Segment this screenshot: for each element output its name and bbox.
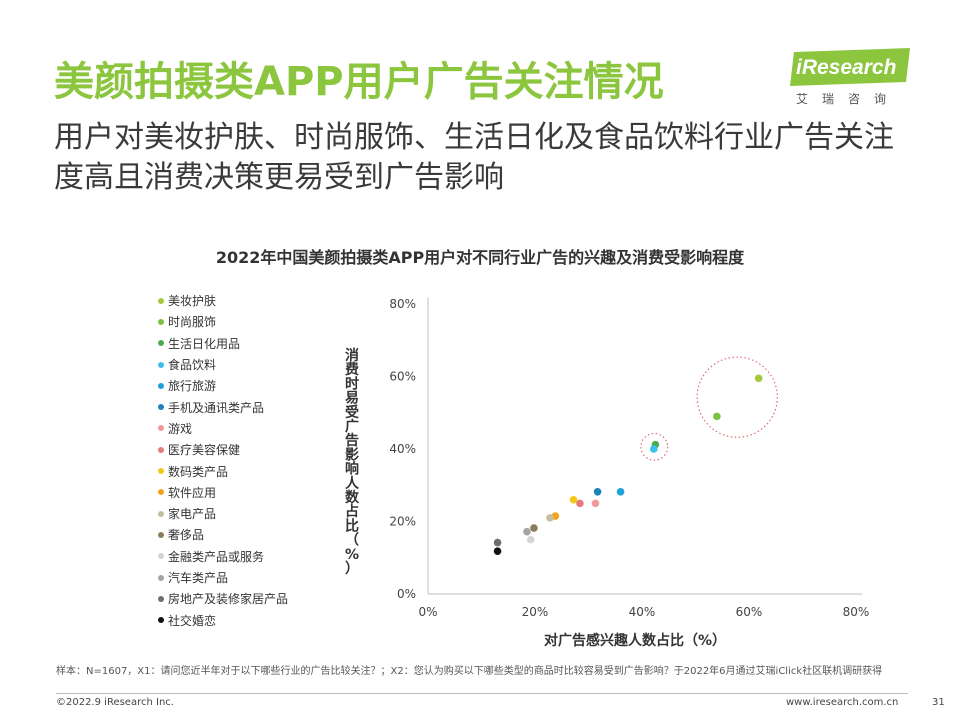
legend-swatch: [158, 531, 164, 538]
legend-item: 奢侈品: [158, 524, 288, 545]
x-tick-label: 0%: [418, 605, 437, 619]
page-number: 31: [932, 697, 945, 708]
legend-label: 房地产及装修家居产品: [168, 592, 289, 607]
footer-divider: [56, 693, 908, 694]
data-point: [616, 487, 625, 496]
y-tick-label: 20%: [389, 515, 416, 529]
legend-swatch: [158, 574, 164, 581]
legend-label: 美妆护肤: [168, 294, 217, 309]
data-point: [713, 412, 721, 421]
legend-label: 生活日化用品: [168, 336, 241, 351]
legend-item: 医疗美容保健: [158, 439, 288, 460]
chart-legend: 美妆护肤时尚服饰生活日化用品 食品饮料旅行旅游手机及通讯类产品 游戏医疗美容保健 数码…: [158, 290, 288, 631]
x-tick-label: 40%: [629, 605, 656, 619]
legend-swatch: [158, 468, 164, 475]
data-point: [591, 499, 600, 508]
legend-item: 时尚服饰: [158, 311, 288, 332]
x-axis-label: 对广告感兴趣人数占比（%）: [544, 632, 726, 649]
legend-label: 汽车类产品: [168, 571, 229, 585]
legend-label: 社交婚恋: [168, 613, 217, 628]
chart-title: 2022年中国美颜拍摄类APP用户对不同行业广告的兴趣及消费受影响程度: [215, 248, 745, 267]
data-point: [493, 547, 502, 556]
legend-item: 美妆护肤: [158, 290, 288, 311]
legend-item: 食品饮料: [158, 354, 288, 375]
highlight-circle: [696, 356, 778, 438]
legend-swatch: [158, 446, 164, 453]
legend-item: 生活日化用品: [158, 333, 288, 354]
legend-swatch: [158, 297, 164, 304]
legend-swatch: [158, 404, 164, 411]
y-axis-label: 消费时易受广告影响人数占比（%）: [345, 347, 360, 577]
data-point: [530, 524, 538, 532]
legend-item: 金融类产品或服务: [158, 546, 288, 567]
highlight-circle: [640, 432, 669, 461]
legend-swatch: [158, 382, 164, 389]
legend-item: 游戏: [158, 418, 288, 439]
page-subtitle: 用户对美妆护肤、时尚服饰、生活日化及食品饮料行业广告关注度高且消费决策更易受到广…: [54, 120, 894, 195]
y-tick-label: 40%: [389, 442, 416, 456]
legend-swatch: [158, 553, 164, 560]
legend-label: 数码类产品: [168, 464, 229, 479]
data-point: [576, 499, 584, 508]
legend-swatch: [158, 340, 164, 347]
legend-item: 旅行旅游: [158, 375, 288, 396]
iresearch-logo: iResearch 艾瑞咨询: [790, 48, 916, 108]
legend-label: 医疗美容保健: [168, 443, 241, 458]
legend-item: 软件应用: [158, 482, 288, 503]
legend-swatch: [158, 489, 164, 496]
legend-item: 手机及通讯类产品: [158, 396, 288, 417]
legend-item: 汽车类产品: [158, 567, 288, 588]
legend-item: 房地产及装修家居产品: [158, 588, 288, 609]
x-tick-label: 60%: [736, 605, 763, 619]
legend-item: 数码类产品: [158, 460, 288, 481]
legend-label: 旅行旅游: [168, 379, 217, 394]
x-tick-label: 80%: [843, 605, 870, 619]
legend-swatch: [158, 318, 164, 325]
legend-item: 社交婚恋: [158, 609, 288, 630]
legend-swatch: [158, 425, 164, 432]
y-tick-label: 0%: [397, 587, 416, 601]
legend-item: 家电产品: [158, 503, 288, 524]
data-point: [649, 445, 658, 453]
copyright-text: ©2022.9 iResearch Inc.: [56, 697, 174, 708]
legend-label: 家电产品: [168, 507, 217, 522]
legend-swatch: [158, 595, 164, 602]
legend-label: 软件应用: [168, 485, 217, 500]
footnote-sample: 样本：N=1607，X1：请问您近半年对于以下哪些行业的广告比较关注？；X2：您…: [56, 666, 883, 677]
data-point: [523, 527, 531, 536]
legend-label: 游戏: [168, 421, 193, 436]
data-point: [593, 487, 602, 496]
legend-label: 奢侈品: [168, 528, 205, 543]
logo-cn-text: 艾瑞咨询: [796, 92, 901, 106]
legend-label: 手机及通讯类产品: [168, 400, 265, 415]
legend-label: 金融类产品或服务: [168, 549, 265, 564]
legend-swatch: [158, 617, 164, 624]
legend-swatch: [158, 510, 164, 517]
x-tick-label: 20%: [522, 605, 549, 619]
logo-wordmark: iResearch: [796, 56, 897, 79]
data-point: [754, 374, 763, 383]
data-point: [546, 514, 554, 522]
logo-badge-shape: [790, 48, 910, 86]
data-point: [493, 538, 502, 547]
legend-label: 时尚服饰: [168, 315, 217, 330]
legend-label: 食品饮料: [168, 358, 217, 373]
y-tick-label: 80%: [389, 297, 416, 311]
page-title: 美颜拍摄类APP用户广告关注情况: [54, 59, 664, 105]
data-point: [526, 535, 535, 544]
data-point: [569, 495, 578, 504]
website-link[interactable]: www.iresearch.com.cn: [786, 697, 899, 708]
y-tick-label: 60%: [389, 370, 416, 384]
legend-swatch: [158, 361, 164, 368]
